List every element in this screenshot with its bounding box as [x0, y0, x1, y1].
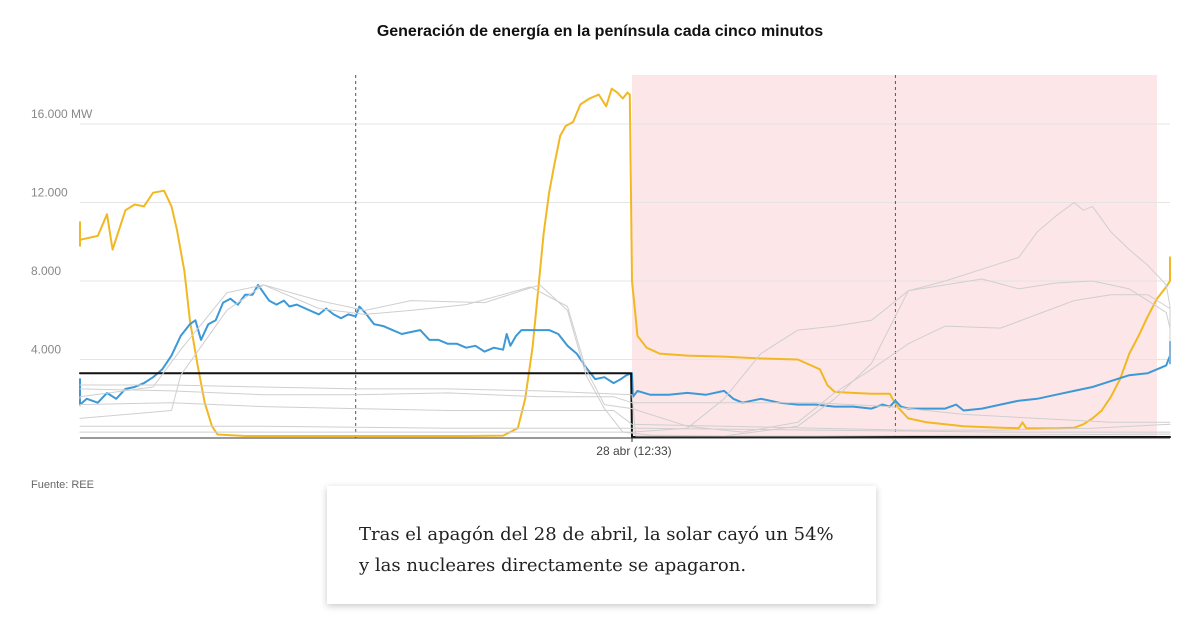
series-line-o6	[79, 384, 1171, 437]
series-line-o2	[79, 284, 1171, 433]
series-line-o7	[79, 425, 1171, 433]
series-line-solar	[79, 87, 1171, 437]
series-line-o3	[79, 202, 1171, 433]
y-tick-label-0: 4.000	[31, 343, 61, 357]
source-note: Fuente: REE	[31, 479, 94, 491]
series-line-o5	[79, 402, 1171, 431]
y-tick-label-3: 16.000 MW	[31, 107, 93, 121]
caption-text: Tras el apagón del 28 de abril, la solar…	[359, 524, 834, 576]
chart-plot: 4.000 8.000 12.000 16.000 MW 28 abr (12:33)	[31, 75, 1171, 458]
series-line-blue	[79, 283, 1171, 412]
chart-title: Generación de energía en la península ca…	[376, 23, 824, 40]
y-tick-label-2: 12.000	[31, 186, 68, 200]
series-line-o4	[79, 388, 1171, 423]
blackout-highlight-band	[632, 75, 1157, 438]
series-line-nuclear	[79, 372, 1171, 438]
y-tick-label-1: 8.000	[31, 264, 61, 278]
x-tick-label-0: 28 abr (12:33)	[596, 444, 671, 458]
caption-box: Tras el apagón del 28 de abril, la solar…	[327, 486, 876, 604]
